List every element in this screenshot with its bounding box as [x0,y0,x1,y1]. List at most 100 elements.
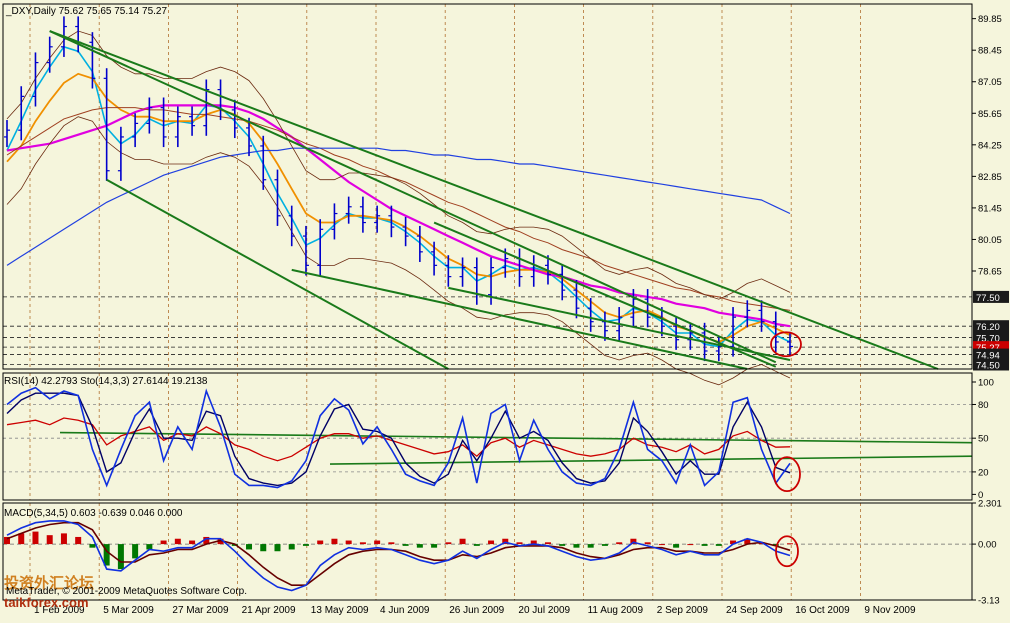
macd-frame [2,502,973,601]
rsi-y-tick-label: 0 [978,490,983,501]
macd-histogram-bar [60,533,67,545]
grid-layer [29,4,861,600]
macd-histogram-bar [516,542,523,545]
price-tag-label: 74.50 [976,360,1000,371]
macd-histogram-bar [246,544,253,550]
macd-histogram-bar [715,544,722,546]
macd-histogram-bar [701,544,708,546]
price-tag-label: 75.70 [976,333,1000,344]
macd-histogram-bar [473,544,480,546]
macd-histogram-bar [573,544,580,548]
axis-layer: 1 Feb 2009 5 Mar 2009 27 Mar 2009 21 Apr 20… [2,3,1009,616]
macd-histogram-bar [616,542,623,545]
highlight-circle [773,456,801,493]
macd-histogram-bar [730,540,737,545]
macd-histogram-bar [217,538,224,545]
macd-histogram-bar [559,544,566,546]
price-y-tick-label: 82.85 [978,172,1002,183]
macd-histogram-bar [502,538,509,545]
rsi-panel-title: RSI(14) 42.2793 Sto(14,3,3) 27.6144 19.2… [4,376,208,387]
macd-histogram-bar [658,544,665,546]
channel-trendline [433,221,777,368]
text-layer: _DXY,Daily 75.62 75.65 75.14 75.27 RSI(1… [4,6,247,610]
rsi-y-tick-label: 50 [978,434,989,445]
price-y-tick-label: 88.45 [978,46,1002,57]
x-tick-label: 4 Jun 2009 [380,605,430,616]
macd-histogram-bar [488,540,495,545]
ma-orange-line [6,72,791,343]
x-tick-label: 1 Feb 2009 [34,605,85,616]
macd-histogram-bar [530,540,537,545]
watermark-logo: 投资外汇论坛 [4,574,94,592]
macd-histogram-bar [32,531,39,545]
rsi-panel [3,386,973,493]
ma-fast-line [6,45,791,348]
stoch-signal-line [6,392,791,487]
price-tag [973,331,1009,344]
price-y-tick-label: 89.85 [978,14,1002,25]
macd-histogram-bar [117,544,124,570]
macd-histogram-bar [587,544,594,548]
macd-histogram-bar [644,542,651,545]
macd-histogram-bar [132,544,139,559]
price-y-tick-label: 81.45 [978,203,1002,214]
x-tick-label: 2 Sep 2009 [657,605,709,616]
price-tag [973,320,1009,333]
macd-panel-title: MACD(5,34,5) 0.603 -0.639 0.046 0.000 [4,508,183,519]
price-y-tick-label: 84.25 [978,140,1002,151]
price-chart-title: _DXY,Daily 75.62 75.65 75.14 75.27 [5,6,167,17]
macd-histogram-bar [772,544,779,546]
x-tick-label: 27 Mar 2009 [172,605,229,616]
price-tag-label: 77.50 [976,293,1000,304]
price-y-tick-label: 78.65 [978,266,1002,277]
rsi-frame [2,372,973,501]
price-y-tick-label: 80.05 [978,235,1002,246]
macd-y-tick-label: -3.13 [978,596,1000,607]
macd-histogram-bar [359,542,366,545]
macd-histogram-bar [103,544,110,566]
x-tick-label: 11 Aug 2009 [588,605,644,616]
channel-trendline [106,178,449,370]
macd-histogram-bar [4,536,10,545]
channel-trendline [291,268,748,370]
x-tick-label: 20 Jul 2009 [518,605,570,616]
macd-histogram-bar [416,544,423,548]
rsi-line [6,417,791,462]
ma-magenta-line [6,104,791,328]
macd-histogram-bar [630,538,637,545]
macd-histogram-bar [160,540,167,545]
highlight-circle [770,331,802,358]
macd-histogram-bar [601,544,608,546]
price-y-tick-label: 85.65 [978,109,1002,120]
macd-histogram-bar [189,540,196,545]
channel-trendline [49,30,939,370]
copyright-text: MetaTrader, © 2001-2009 MetaQuotes Softw… [6,586,247,597]
ma-brown-line [6,107,791,311]
price-y-tick-label: 87.05 [978,77,1002,88]
x-tick-label: 16 Oct 2009 [795,605,850,616]
price-tag [973,358,1009,371]
macd-histogram-bar [388,542,395,545]
macd-histogram-bar [288,544,295,550]
macd-histogram-bar [274,544,281,552]
x-tick-label: 9 Nov 2009 [864,605,916,616]
macd-histogram-bar [673,544,680,548]
macd-histogram-bar [203,536,210,545]
macd-histogram-bar [146,544,153,550]
macd-histogram-bar [544,542,551,545]
macd-histogram-bar [459,538,466,545]
rsi-trendline [329,455,973,465]
site-watermark: taikforex.com [4,595,89,610]
price-tag [973,348,1009,361]
macd-histogram-bar [445,542,452,545]
macd-panel [3,520,972,592]
macd-histogram-bar [787,543,793,545]
macd-histogram-bar [431,544,438,548]
price-frame [2,3,973,370]
price-panel [3,16,972,386]
macd-histogram-bar [18,533,25,545]
macd-histogram-bar [687,544,694,546]
macd-histogram-bar [46,535,53,545]
rsi-y-tick-label: 100 [978,377,994,388]
